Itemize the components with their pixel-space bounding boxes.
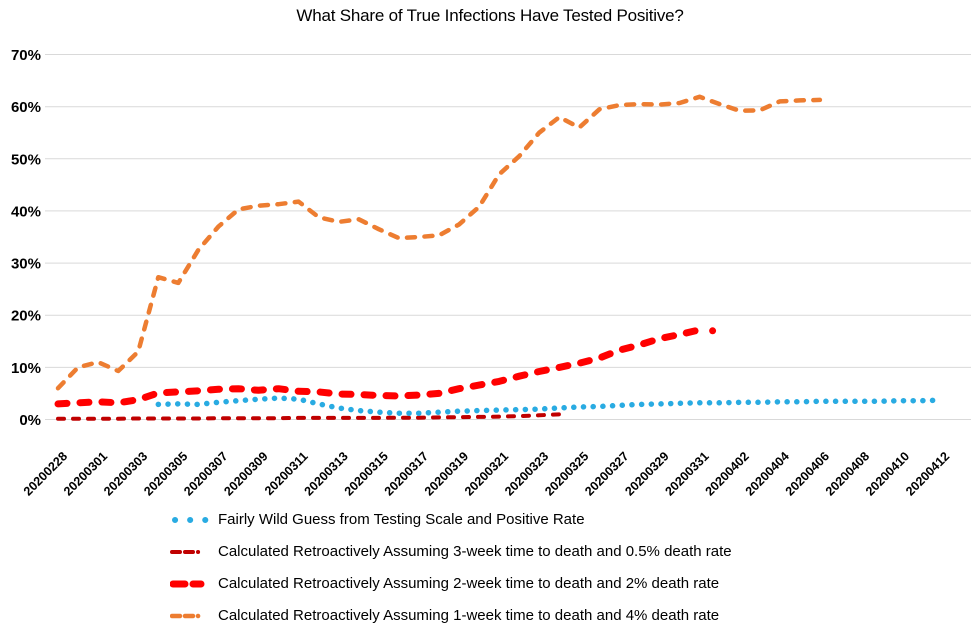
y-axis-tick-label: 0% (19, 412, 41, 429)
legend-label: Fairly Wild Guess from Testing Scale and… (218, 511, 585, 528)
series-line-retro-3week (56, 412, 562, 421)
series-line-wild-guess (155, 395, 943, 416)
y-axis-tick-label: 10% (11, 360, 41, 377)
dashed-line-marker-icon (170, 613, 209, 618)
x-axis-tick-label: 20200309 (221, 449, 270, 498)
legend-item-retro-1week: Calculated Retroactively Assuming 1-week… (170, 605, 732, 626)
series-end-dot-retro-2week (709, 327, 717, 335)
series-line-retro-2week (54, 326, 704, 408)
chart-legend: Fairly Wild Guess from Testing Scale and… (170, 509, 732, 637)
y-axis-tick-label: 20% (11, 308, 41, 325)
legend-item-wild-guess: Fairly Wild Guess from Testing Scale and… (170, 509, 732, 530)
legend-label: Calculated Retroactively Assuming 2-week… (218, 575, 720, 592)
y-axis-tick-label: 70% (11, 47, 41, 64)
chart-title: What Share of True Infections Have Teste… (296, 6, 684, 25)
thick-dashed-line-marker-icon (170, 580, 214, 587)
y-axis-tick-label: 60% (11, 99, 41, 116)
y-axis-tick-label: 50% (11, 151, 41, 168)
dotted-line-marker-icon (172, 516, 214, 523)
y-axis-tick-label: 40% (11, 203, 41, 220)
dashed-line-marker-icon (170, 549, 208, 554)
series-line-retro-1week (55, 94, 823, 391)
y-axis-tick-label: 30% (11, 256, 41, 273)
chart-plot-area: 0%10%20%30%40%50%60%70%20200228202003012… (11, 47, 971, 498)
legend-label: Calculated Retroactively Assuming 3-week… (218, 543, 732, 560)
legend-item-retro-2week: Calculated Retroactively Assuming 2-week… (170, 573, 732, 594)
legend-item-retro-3week: Calculated Retroactively Assuming 3-week… (170, 541, 732, 562)
legend-label: Calculated Retroactively Assuming 1-week… (218, 607, 720, 624)
x-axis-tick-label: 20200412 (903, 449, 952, 498)
